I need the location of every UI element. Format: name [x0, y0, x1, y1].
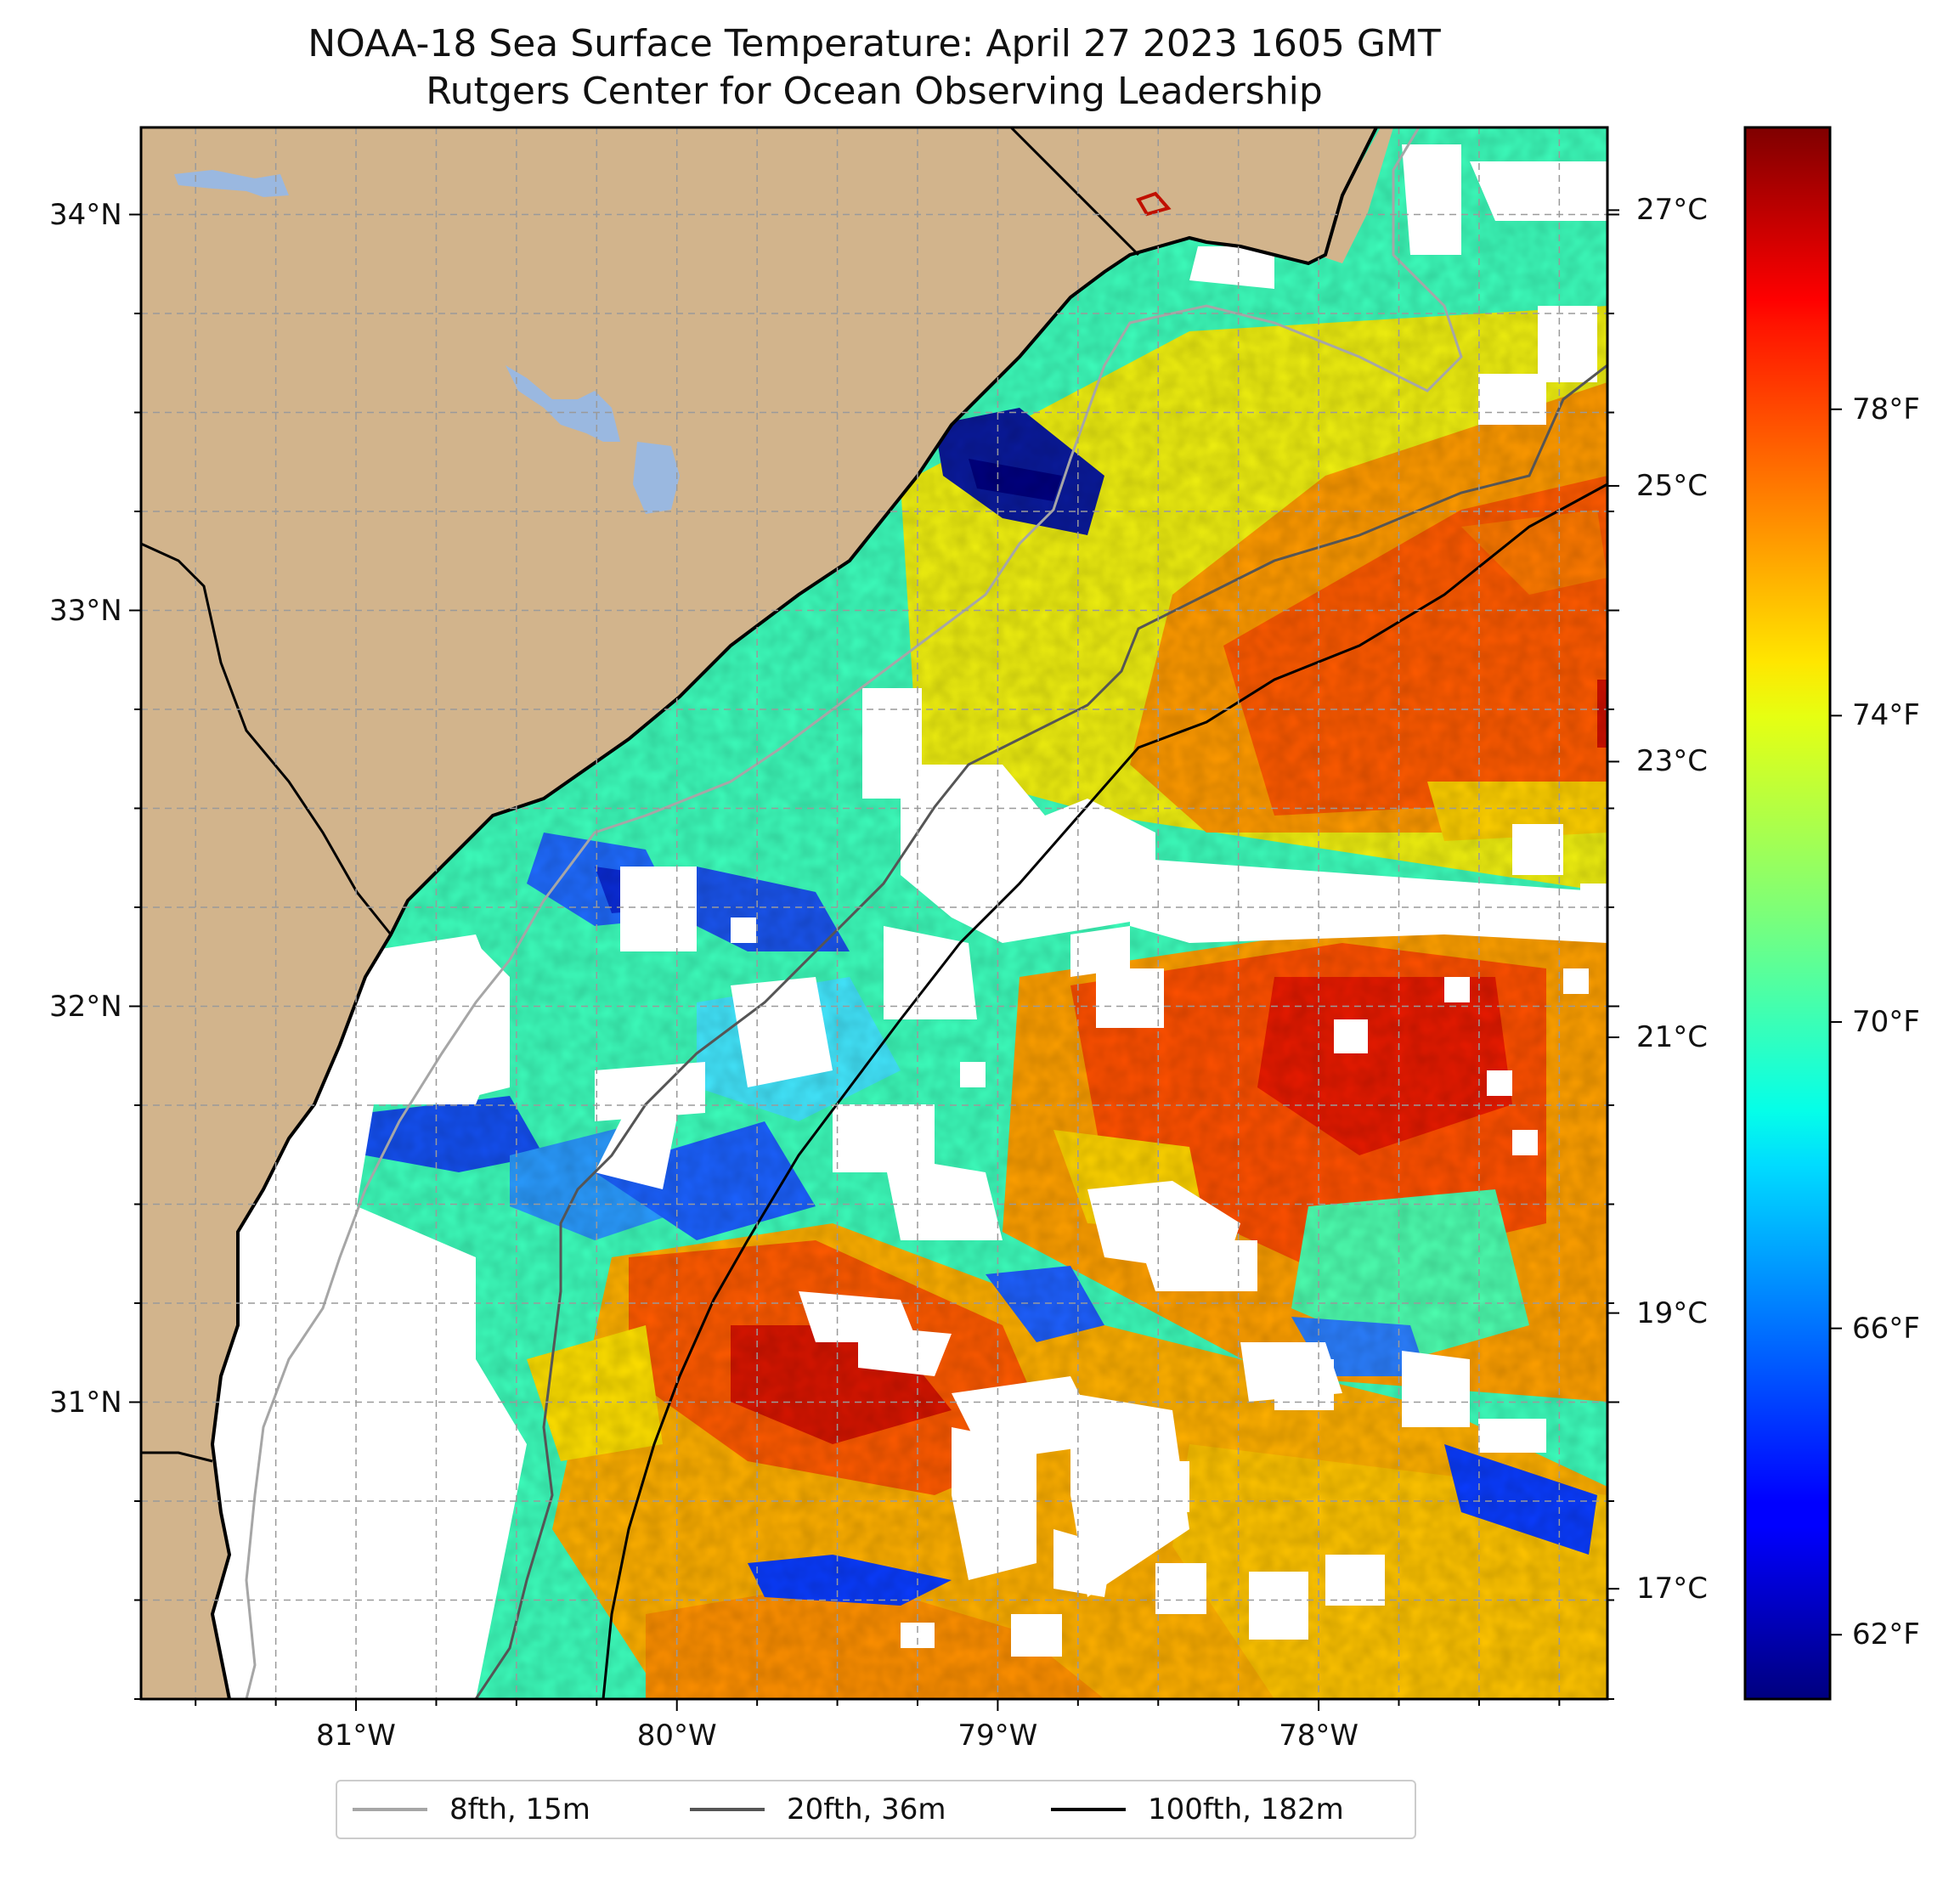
land [141, 127, 1393, 1699]
map-frame [139, 126, 1609, 1701]
celsius-tick-label: 23°C [1636, 744, 1709, 779]
celsius-tick-label: 19°C [1636, 1296, 1709, 1330]
fahrenheit-tick-label: 74°F [1852, 698, 1920, 733]
isobath-100fth [602, 483, 1607, 1699]
barrier-island [1317, 127, 1393, 263]
lat-tick-label: 34°N [49, 197, 122, 232]
lon-tick-label: 80°W [636, 1719, 717, 1753]
lake-gaston [174, 170, 289, 197]
lat-tick-label: 33°N [49, 593, 122, 628]
state-boundary-nc-sc [1009, 127, 1140, 257]
legend-swatch-20fth [690, 1808, 765, 1811]
legend-item-20fth: 20fth, 36m [690, 1781, 946, 1838]
lake-moultrie [633, 442, 680, 514]
legend-swatch-100fth [1051, 1808, 1126, 1811]
colorbar [1743, 126, 1832, 1701]
celsius-tick-label: 21°C [1636, 1020, 1709, 1055]
coastline-land [141, 127, 1376, 1699]
isobath-20fth [474, 364, 1607, 1699]
legend-label-8fth: 8fth, 15m [449, 1792, 590, 1826]
fahrenheit-tick-label: 62°F [1852, 1617, 1920, 1652]
colorbar-ticks [1607, 209, 1842, 1636]
legend-label-20fth: 20fth, 36m [787, 1792, 946, 1826]
lake-marion [506, 365, 620, 442]
state-boundary-sc-ga [141, 542, 393, 935]
celsius-tick-label: 27°C [1636, 193, 1709, 228]
lat-tick-label: 31°N [49, 1385, 122, 1420]
lon-tick-label: 81°W [316, 1719, 396, 1753]
isobath-legend: 8fth, 15m 20fth, 36m 100fth, 182m [336, 1780, 1416, 1839]
fahrenheit-tick-label: 78°F [1852, 392, 1920, 426]
isobath-8fth [245, 127, 1463, 1699]
lakes [174, 170, 680, 514]
lon-tick-label: 78°W [1279, 1719, 1358, 1753]
coastline [210, 127, 1378, 1699]
legend-item-100fth: 100fth, 182m [1051, 1781, 1344, 1838]
axis-ticks [129, 213, 1619, 1711]
fahrenheit-tick-label: 66°F [1852, 1311, 1920, 1346]
celsius-tick-label: 25°C [1636, 468, 1709, 503]
fahrenheit-tick-label: 70°F [1852, 1005, 1920, 1040]
lon-tick-label: 79°W [957, 1719, 1038, 1753]
legend-item-8fth: 8fth, 15m [353, 1781, 590, 1838]
gridlines [141, 127, 1607, 1699]
state-boundary-ga-fl [141, 1451, 213, 1463]
legend-label-100fth: 100fth, 182m [1148, 1792, 1344, 1826]
legend-swatch-8fth [353, 1808, 427, 1811]
celsius-tick-label: 17°C [1636, 1572, 1709, 1606]
lat-tick-label: 32°N [49, 989, 122, 1024]
map-subtitle: Rutgers Center for Ocean Observing Leade… [426, 70, 1323, 113]
map-title: NOAA-18 Sea Surface Temperature: April 2… [308, 22, 1441, 65]
